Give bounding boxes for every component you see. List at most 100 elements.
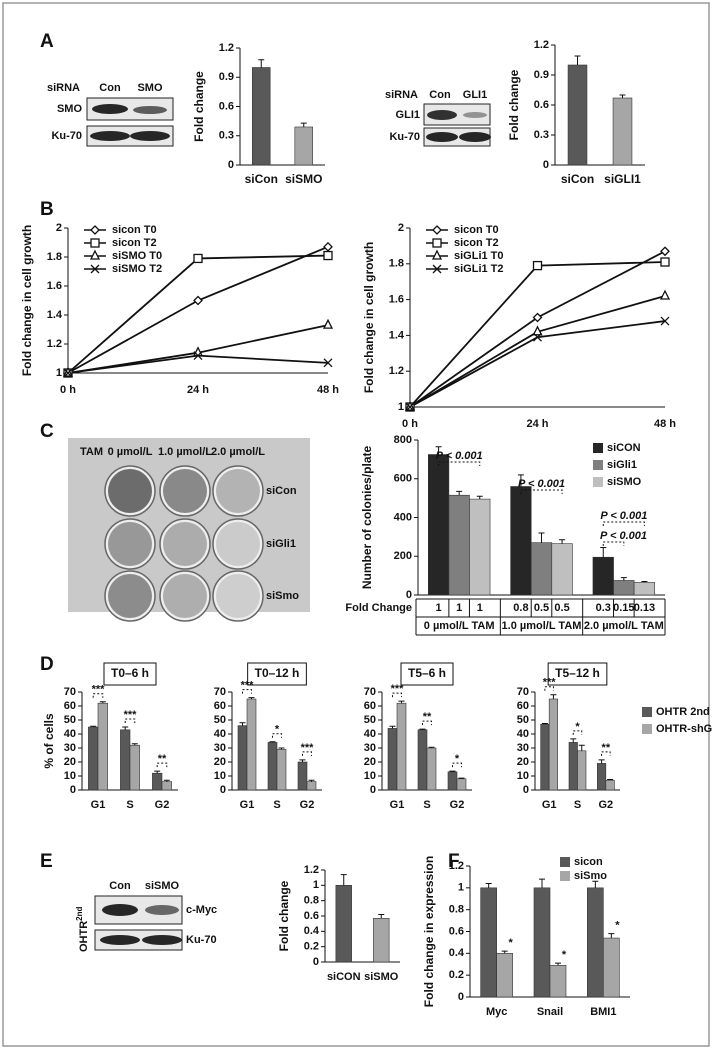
bar [540,723,550,791]
error-bar [550,694,557,699]
error-bar [99,701,106,704]
y-tick-label: 0.3 [219,130,234,142]
title-box [400,662,454,686]
plate-colonies [108,522,152,566]
y-tick-label: 0.8 [304,895,319,907]
y-tick-label: 50 [214,714,226,726]
bar [447,771,458,791]
lane-label: GLI1 [463,89,487,101]
y-tick-label: 20 [364,756,376,768]
plate-row-label: siGli1 [266,538,296,550]
lane-label: SMO [137,82,163,94]
error-bar [154,770,161,774]
legend-marker [90,264,100,274]
significance-bracket [572,730,583,735]
y-tick-label: 1.2 [47,338,62,350]
y-tick-label: 20 [517,756,529,768]
bar [294,126,313,166]
error-bar [559,539,566,544]
x-tick-label: BMI1 [590,1006,616,1018]
panel-label: E [40,851,53,872]
row-label: Ku-70 [51,130,82,142]
table-cell: 0.13 [634,602,655,614]
bar [551,543,573,596]
error-bar [608,933,615,939]
bar [633,582,656,596]
y-tick-label: 400 [394,511,412,523]
y-tick-label: 2 [56,222,62,234]
bar [252,67,271,166]
bar [161,781,172,791]
error-bar [456,490,463,496]
row-label: SMO [57,103,83,115]
y-tick-label: 30 [364,742,376,754]
y-tick-label: 10 [64,770,76,782]
y-tick-label: 1 [458,882,464,894]
bar [373,917,390,963]
y-tick-label: 20 [214,756,226,768]
legend-label: OHTR-shGli1 [656,723,713,735]
error-bar [458,777,465,779]
bar [510,486,532,596]
y-tick-label: 0 [458,991,464,1003]
y-tick-label: 30 [517,742,529,754]
bar [613,580,635,596]
marker [63,368,73,378]
error-bar [308,779,315,782]
x-tick-label: 0 h [60,384,76,396]
error-bar [378,913,385,919]
error-bar [555,962,561,966]
legend-swatch [642,707,652,717]
blot-band [426,132,458,142]
bar [306,781,317,791]
y-tick-label: 0 [228,159,234,171]
bar [152,772,163,791]
significance: * [455,753,460,765]
y-tick-label: 40 [64,728,76,740]
error-bar [131,743,138,746]
plate-colonies [163,522,207,566]
marker [193,295,203,306]
significance-bracket [422,720,432,726]
legend-swatch [560,871,570,881]
cell-line-name: OHTR [78,921,90,952]
x-tick-label: S [126,799,133,811]
lane-label: Con [429,89,451,101]
bar [605,779,615,791]
y-tick-label: 1 [398,401,404,413]
y-axis-label: Fold change in cell growth [362,242,376,393]
bar [568,742,578,791]
blot-header: siRNA [385,89,418,101]
error-bar [641,580,648,583]
error-bar [539,878,545,888]
y-tick-label: 10 [364,770,376,782]
error-bar [485,882,492,888]
marker [660,316,670,326]
chart-title: T0–12 h [255,666,300,680]
marker [404,400,416,411]
bar [120,729,131,791]
blot-band [133,106,167,114]
y-tick-label: 0.9 [534,69,549,81]
x-tick-label: Myc [486,1006,507,1018]
y-axis-label: Fold change in expression [422,856,436,1007]
plate-colonies [163,469,207,513]
error-bar [598,759,605,764]
y-tick-label: 0 [70,784,76,796]
bar [496,953,513,998]
significance: *** [391,683,405,695]
title-box [547,662,608,686]
y-tick-label: 1 [313,879,319,891]
y-tick-label: 50 [364,714,376,726]
y-tick-label: 1.8 [47,251,62,263]
plate-colonies [216,522,260,566]
bar [456,778,467,791]
y-tick-label: 30 [64,742,76,754]
chart-title: T0–6 h [111,666,149,680]
x-tick-label: siCon [245,172,278,186]
blot-header: siRNA [47,82,80,94]
cell-line-sup: 2nd [75,906,84,920]
significance: ** [602,742,611,754]
blot-band [100,935,140,945]
